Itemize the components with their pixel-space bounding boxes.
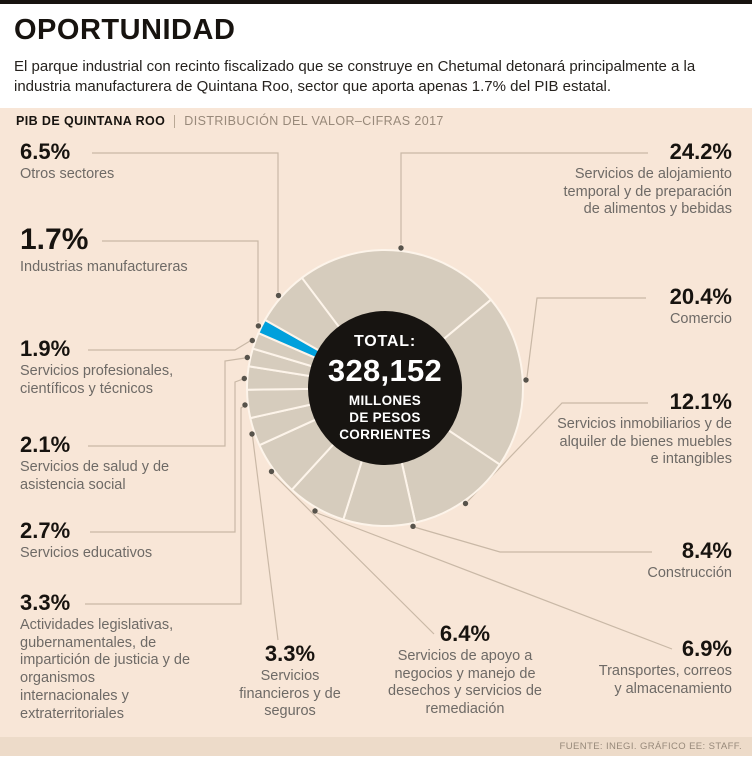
segment-name: Comercio — [669, 311, 732, 328]
segment-name: Otros sectores — [20, 166, 115, 183]
segment-name: Industrias manufactureras — [20, 258, 188, 275]
connector-dot — [312, 508, 318, 514]
segment-value: 24.2% — [669, 139, 732, 164]
segment-value: 3.3% — [264, 641, 316, 666]
segment-label-7: 3.3% Actividades legislativas, gubernamen… — [20, 591, 192, 723]
segment-value: 3.3% — [20, 590, 71, 615]
segment-value: 20.4% — [669, 284, 732, 309]
connector-line — [272, 473, 435, 635]
connector-line — [316, 512, 673, 650]
connector-dot — [275, 292, 282, 299]
segment-label-2: 12.1% Servicios inmobiliarios y de alquil… — [554, 390, 732, 469]
segment-name: Servicios de alojamiento temporal y de p… — [563, 166, 732, 218]
connector-dot — [523, 377, 529, 383]
connector-dot — [242, 402, 248, 408]
segment-label-11: 1.7% Industrias manufactureras — [20, 224, 192, 276]
connector-line — [85, 405, 245, 605]
segment-name: Servicios de salud y de asistencia socia… — [20, 459, 170, 493]
segment-label-0: 24.2% Servicios de alojamiento temporal y… — [554, 140, 732, 219]
connector-line — [90, 378, 244, 533]
connector-line — [467, 402, 648, 502]
segment-label-1: 20.4% Comercio — [554, 285, 732, 329]
segment-value: 6.4% — [439, 621, 491, 646]
connector-line — [526, 297, 646, 378]
connector-dot — [398, 245, 404, 251]
segment-value: 1.7% — [20, 223, 89, 256]
connector-line — [400, 152, 648, 244]
chart-center-total: TOTAL: 328,152 MILLONES DE PESOS CORRIEN… — [308, 311, 462, 465]
connector-dot — [410, 523, 416, 529]
connector-dot — [244, 354, 250, 361]
segment-name: Servicios de apoyo a negocios y manejo d… — [388, 648, 542, 718]
source-credit: FUENTE: INEGI. GRÁFICO EE: STAFF. — [0, 737, 752, 756]
kicker-label: PIB DE QUINTANA ROO — [16, 114, 166, 128]
segment-value: 2.7% — [20, 518, 71, 543]
connector-line — [88, 357, 246, 447]
segment-name: Servicios educativos — [20, 545, 153, 562]
top-rule — [0, 0, 752, 4]
header-band — [0, 0, 752, 108]
section-kicker: PIB DE QUINTANA ROO DISTRIBUCIÓN DEL VAL… — [16, 114, 444, 128]
connector-lines — [85, 152, 673, 650]
connector-line — [88, 340, 251, 351]
segment-label-8: 2.7% Servicios educativos — [20, 519, 192, 563]
connector-dot — [268, 468, 275, 475]
connector-dot — [249, 337, 255, 344]
segment-value: 1.9% — [20, 336, 71, 361]
segment-value: 6.9% — [681, 636, 732, 661]
segment-name: Actividades legislativas, gubernamentale… — [20, 617, 191, 722]
segment-value: 12.1% — [669, 389, 732, 414]
segment-name: Construcción — [647, 565, 732, 582]
segment-label-9: 2.1% Servicios de salud y de asistencia s… — [20, 433, 192, 494]
segment-name: Servicios financieros y de seguros — [239, 668, 341, 720]
segment-label-6: 3.3% Servicios financieros y de seguros — [228, 642, 352, 721]
connector-line — [251, 435, 279, 641]
center-total-label: TOTAL: — [354, 332, 416, 350]
center-total-value: 328,152 — [327, 352, 443, 388]
segment-value: 2.1% — [20, 432, 71, 457]
kicker-detail: DISTRIBUCIÓN DEL VALOR–CIFRAS 2017 — [184, 114, 444, 128]
kicker-divider — [174, 114, 176, 128]
segment-label-10: 1.9% Servicios profesionales, científicos… — [20, 337, 192, 398]
center-total-units: MILLONES DE PESOS CORRIENTES — [339, 392, 431, 443]
connector-dot — [255, 323, 262, 329]
connector-dot — [249, 431, 255, 437]
segment-label-3: 8.4% Construcción — [554, 539, 732, 583]
connector-line — [92, 152, 279, 292]
segment-label-4: 6.9% Transportes, correos y almacenamient… — [592, 637, 732, 698]
connector-line — [102, 240, 259, 322]
segment-label-12: 6.5% Otros sectores — [20, 140, 192, 184]
intro-text: El parque industrial con recinto fiscali… — [14, 58, 696, 96]
segment-value: 8.4% — [681, 538, 732, 563]
connector-line — [413, 526, 652, 553]
segment-name: Transportes, correos y almacenamiento — [598, 663, 732, 697]
segment-value: 6.5% — [20, 139, 71, 164]
connector-dot — [241, 375, 247, 382]
page-title: OPORTUNIDAD — [14, 14, 236, 46]
segment-name: Servicios profesionales, científicos y t… — [20, 363, 174, 397]
segment-name: Servicios inmobiliarios y de alquiler de… — [557, 416, 732, 468]
bottom-margin — [0, 756, 752, 768]
connector-dots — [241, 245, 529, 529]
connector-dot — [462, 500, 469, 507]
segment-label-5: 6.4% Servicios de apoyo a negocios y mane… — [382, 622, 548, 719]
